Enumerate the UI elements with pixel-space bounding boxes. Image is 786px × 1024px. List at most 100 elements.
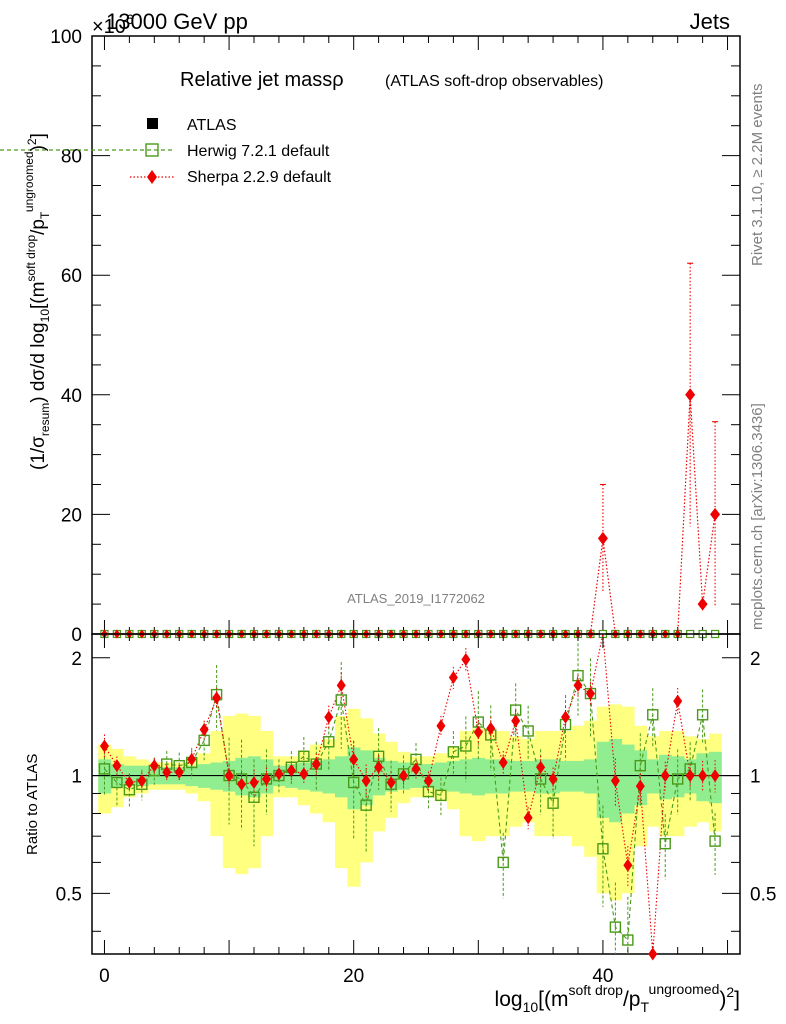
sherpa-ratio-point (511, 714, 521, 728)
legend-atlas-label: ATLAS (187, 117, 237, 134)
watermark: ATLAS_2019_I1772062 (347, 591, 485, 606)
x-axis-label: log10[(msoft drop/pTungroomed)2] (495, 981, 740, 1015)
uncertainty-band-inner (596, 741, 610, 818)
sherpa-ratio-point (486, 721, 496, 735)
sherpa-ratio-point (648, 947, 658, 961)
main-y-tick-label: 0 (71, 625, 82, 646)
ratio-ylabel: Ratio to ATLAS (24, 754, 41, 855)
herwig-ratio-point (435, 789, 447, 802)
sherpa-ratio-point (361, 774, 371, 788)
x-tick-label: 0 (99, 966, 110, 987)
uncertainty-band-inner (322, 759, 336, 794)
category-label: Jets (690, 9, 730, 34)
sherpa-ratio-point (187, 752, 197, 766)
sherpa-ratio-point (124, 776, 134, 790)
sherpa-ratio-point (261, 772, 271, 786)
main-y-tick-label: 40 (61, 386, 82, 407)
x-tick-label: 40 (592, 966, 613, 987)
main-ylabel: (1/σresum) dσ/d log10[(msoft drop/pTungr… (22, 133, 52, 470)
ratio-y-tick-label-right: 1 (750, 767, 761, 788)
herwig-ratio-point (460, 740, 472, 752)
sherpa-ratio-point (436, 719, 446, 733)
sherpa-ratio-line (103, 633, 716, 955)
main-y-tick-label: 60 (61, 266, 82, 287)
herwig-ratio-point (347, 776, 360, 789)
herwig-ratio-point (447, 746, 460, 758)
sherpa-ratio-point (610, 774, 620, 788)
uncertainty-band-inner (447, 760, 461, 792)
herwig-ratio-point (696, 709, 709, 721)
uncertainty-band-inner (472, 757, 486, 796)
ratio-y-tick-label: 0.5 (56, 884, 82, 905)
sherpa-ratio-point (286, 764, 296, 778)
uncertainty-band-outer (222, 715, 236, 869)
legend-atlas-marker (147, 118, 158, 129)
sherpa-ratio-point (149, 759, 159, 773)
legend-sherpa-label: Sherpa 2.2.9 default (187, 169, 332, 186)
sherpa-ratio-point (411, 762, 421, 776)
sherpa-point (685, 388, 696, 402)
herwig-ratio-point (248, 791, 260, 803)
uncertainty-band-inner (335, 756, 348, 798)
herwig-ratio-line (104, 674, 716, 942)
legend-herwig-label: Herwig 7.2.1 default (187, 143, 330, 160)
ratio-y-tick-label: 1 (71, 767, 82, 788)
rivet-version: Rivet 3.1.10, ≥ 2.2M events (749, 84, 766, 267)
ratio-y-tick-label-right: 2 (750, 649, 761, 670)
sherpa-ratio-point (249, 776, 259, 790)
sherpa-ratio-point (461, 652, 471, 666)
herwig-ratio-point (323, 736, 335, 748)
legend-herwig-marker (145, 143, 159, 157)
sherpa-ratio-point (585, 687, 595, 701)
sherpa-ratio-point (311, 757, 321, 771)
sherpa-ratio-point (374, 760, 384, 774)
sherpa-ratio-point (423, 774, 433, 788)
herwig-ratio-point (522, 725, 534, 737)
herwig-ratio-point (634, 759, 647, 772)
herwig-ratio-point (709, 835, 721, 847)
uncertainty-band-inner (98, 759, 112, 794)
main-y-tick-label: 100 (50, 27, 82, 48)
herwig-ratio-point (534, 773, 547, 785)
uncertainty-band-inner (571, 760, 585, 792)
sherpa-ratio-point (548, 772, 558, 786)
herwig-ratio-point (597, 843, 609, 855)
sherpa-ratio-point (99, 739, 109, 753)
sherpa-ratio-point (199, 723, 209, 737)
uncertainty-band-inner (559, 760, 573, 792)
main-y-tick-label: 80 (61, 147, 82, 168)
herwig-ratio-point (497, 856, 509, 869)
multiplier-label: ×106 (92, 11, 134, 38)
herwig-ratio-point (671, 773, 684, 785)
sherpa-ratio-point (635, 779, 645, 793)
sherpa-ratio-point (386, 776, 396, 790)
sherpa-ratio-point (448, 671, 458, 685)
herwig-ratio-point (547, 797, 559, 809)
sherpa-ratio-point (623, 858, 633, 872)
plot-title: Relative jet massρ (180, 69, 344, 91)
x-tick-label: 20 (343, 966, 364, 987)
sherpa-ratio-point (224, 769, 234, 783)
legend-sherpa-marker (147, 170, 157, 184)
sherpa-ratio-point (523, 811, 533, 825)
sherpa-ratio-point (660, 769, 670, 783)
herwig-ratio-point (647, 709, 659, 721)
herwig-ratio-point (609, 921, 622, 933)
sherpa-ratio-point (399, 769, 409, 783)
sherpa-ratio-point (573, 678, 583, 692)
herwig-ratio-point (298, 750, 310, 763)
sherpa-ratio-point (274, 767, 284, 781)
uncertainty-band-inner (621, 744, 635, 814)
sherpa-ratio-point (561, 710, 571, 724)
sherpa-ratio-point (212, 691, 222, 705)
sherpa-ratio-point (237, 777, 247, 791)
herwig-ratio-point (335, 694, 347, 706)
legend: ATLAS Herwig 7.2.1 default Sherpa 2.2.9 … (0, 117, 332, 186)
main-y-tick-label: 20 (61, 505, 82, 526)
herwig-ratio-point (360, 799, 372, 811)
uncertainty-band-inner (509, 760, 523, 792)
sherpa-ratio-point (698, 769, 708, 783)
uncertainty-band-inner (584, 759, 598, 794)
energy-label: 13000 GeV pp (106, 9, 248, 34)
